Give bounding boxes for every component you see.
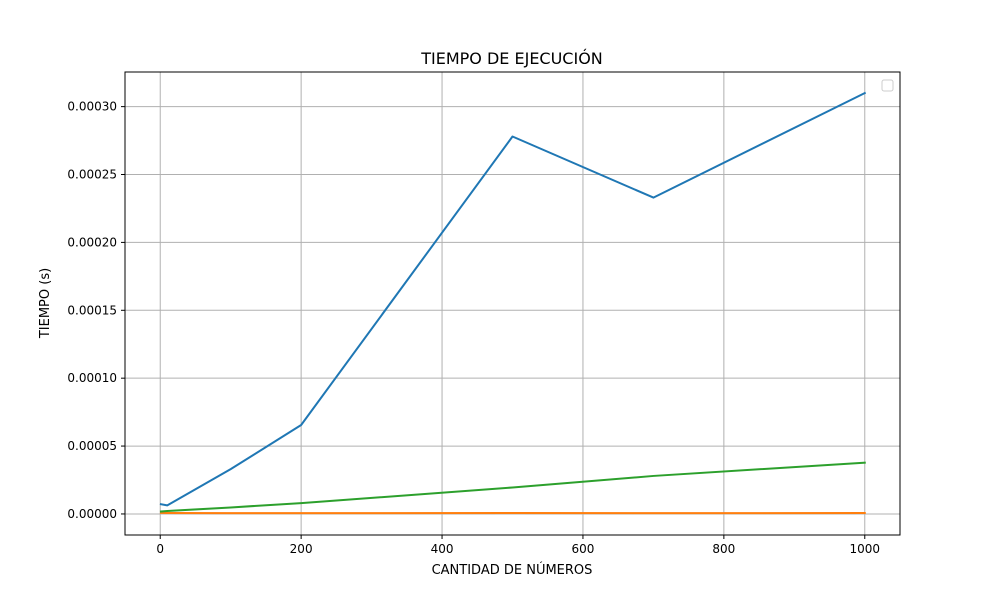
x-tick-label: 800 — [712, 542, 735, 556]
series-line-1 — [159, 91, 867, 507]
x-tick-label: 0 — [156, 542, 164, 556]
y-axis-label: TIEMPO (s) — [38, 268, 53, 339]
grid-layer — [125, 72, 900, 535]
x-tick-label: 400 — [431, 542, 454, 556]
x-tick-label: 1000 — [849, 542, 880, 556]
legend-box — [881, 79, 894, 92]
y-tick-label: 0.00005 — [67, 439, 117, 453]
y-tick-label: 0.00015 — [67, 303, 117, 317]
series-layer — [159, 91, 867, 515]
x-tick-label: 600 — [572, 542, 595, 556]
y-tick-label: 0.00000 — [67, 507, 117, 521]
x-axis-label: CANTIDAD DE NÚMEROS — [432, 562, 593, 578]
chart-title: TIEMPO DE EJECUCIÓN — [420, 49, 603, 68]
y-tick-label: 0.00025 — [67, 168, 117, 182]
y-tick-label: 0.00030 — [67, 100, 117, 114]
y-tick-label: 0.00020 — [67, 235, 117, 249]
tick-layer: 0 200 400 600 800 1000 0.00000 0.00005 0.00010 0.… — [67, 100, 880, 556]
x-tick-label: 200 — [290, 542, 313, 556]
y-tick-label: 0.00010 — [67, 371, 117, 385]
plot-frame — [124, 71, 901, 536]
series-line-3 — [159, 461, 866, 513]
